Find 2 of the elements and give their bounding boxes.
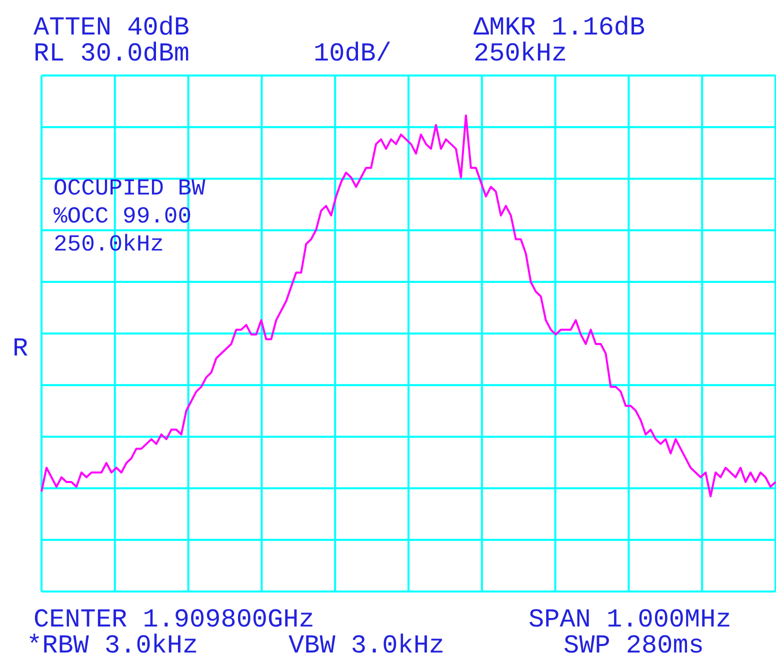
text: 10dB/ (314, 38, 392, 68)
text: R (12, 334, 28, 364)
